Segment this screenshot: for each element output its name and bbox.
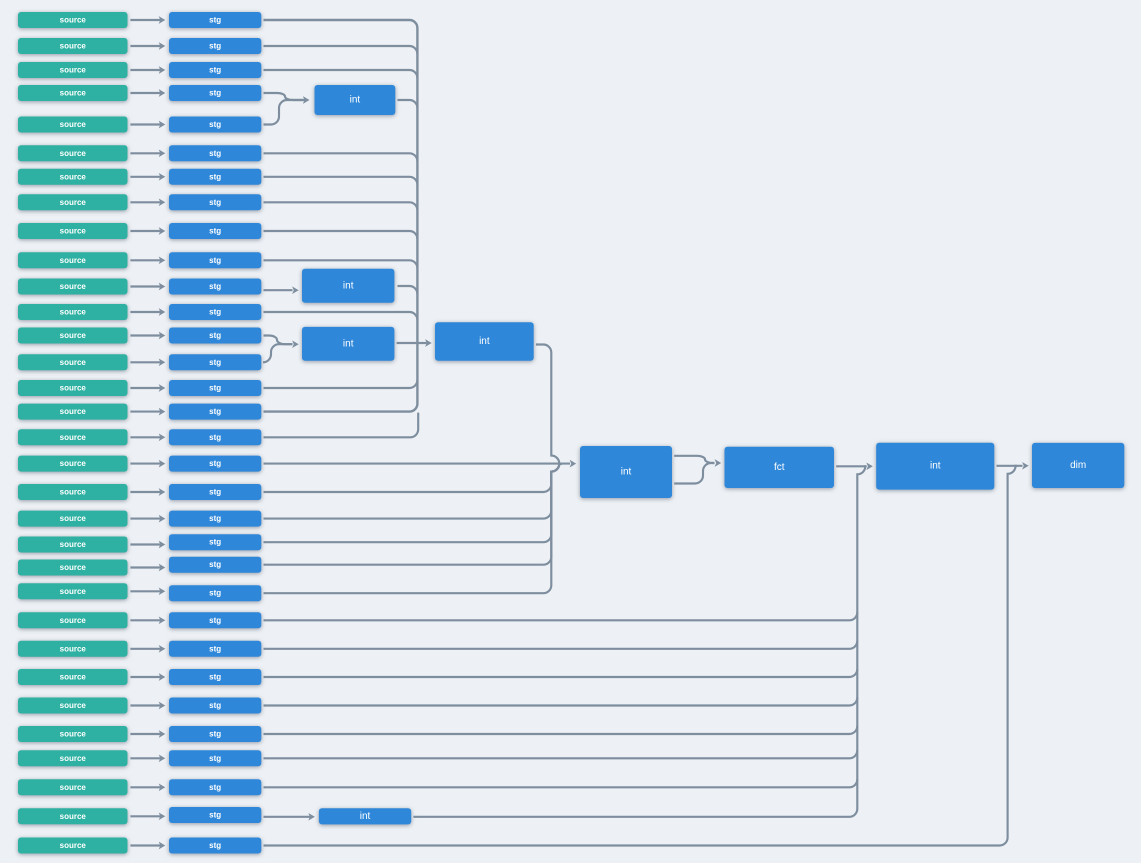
svg-text:stg: stg — [209, 282, 221, 291]
svg-text:source: source — [60, 407, 87, 416]
svg-text:stg: stg — [209, 308, 221, 317]
svg-text:source: source — [60, 563, 87, 572]
svg-text:source: source — [60, 384, 87, 393]
svg-text:stg: stg — [209, 673, 221, 682]
svg-text:source: source — [60, 754, 87, 763]
svg-text:source: source — [60, 701, 87, 710]
svg-text:int: int — [350, 95, 361, 106]
svg-text:source: source — [60, 488, 87, 497]
svg-text:source: source — [60, 42, 87, 51]
svg-text:source: source — [60, 331, 87, 340]
svg-text:stg: stg — [209, 754, 221, 763]
svg-text:stg: stg — [209, 616, 221, 625]
svg-text:source: source — [60, 540, 87, 549]
svg-text:stg: stg — [209, 16, 221, 25]
svg-text:stg: stg — [209, 783, 221, 792]
svg-text:stg: stg — [209, 256, 221, 265]
svg-text:source: source — [60, 149, 87, 158]
svg-text:stg: stg — [209, 172, 221, 181]
svg-text:stg: stg — [209, 198, 221, 207]
svg-text:stg: stg — [209, 730, 221, 739]
svg-text:source: source — [60, 89, 87, 98]
svg-text:stg: stg — [209, 644, 221, 653]
svg-text:int: int — [621, 467, 632, 478]
svg-text:source: source — [60, 587, 87, 596]
svg-text:stg: stg — [209, 384, 221, 393]
svg-text:int: int — [343, 280, 354, 291]
svg-text:stg: stg — [209, 538, 221, 547]
svg-text:source: source — [60, 227, 87, 236]
svg-text:source: source — [60, 673, 87, 682]
svg-text:source: source — [60, 358, 87, 367]
svg-text:stg: stg — [209, 331, 221, 340]
svg-text:stg: stg — [209, 66, 221, 75]
svg-text:source: source — [60, 120, 87, 129]
svg-text:source: source — [60, 66, 87, 75]
svg-text:source: source — [60, 616, 87, 625]
svg-text:source: source — [60, 433, 87, 442]
svg-text:stg: stg — [209, 459, 221, 468]
svg-text:stg: stg — [209, 407, 221, 416]
svg-text:int: int — [343, 338, 354, 349]
svg-text:stg: stg — [209, 358, 221, 367]
svg-text:stg: stg — [209, 42, 221, 51]
svg-text:source: source — [60, 841, 87, 850]
svg-text:stg: stg — [209, 488, 221, 497]
svg-text:stg: stg — [209, 589, 221, 598]
svg-text:source: source — [60, 256, 87, 265]
svg-text:stg: stg — [209, 811, 221, 820]
svg-text:source: source — [60, 282, 87, 291]
svg-text:source: source — [60, 644, 87, 653]
svg-text:stg: stg — [209, 89, 221, 98]
svg-text:source: source — [60, 308, 87, 317]
svg-text:source: source — [60, 198, 87, 207]
svg-text:int: int — [930, 461, 941, 472]
svg-text:source: source — [60, 783, 87, 792]
svg-text:dim: dim — [1070, 460, 1086, 471]
svg-text:fct: fct — [774, 462, 785, 473]
svg-text:source: source — [60, 730, 87, 739]
svg-text:int: int — [360, 811, 371, 822]
svg-text:source: source — [60, 812, 87, 821]
svg-text:stg: stg — [209, 149, 221, 158]
svg-text:stg: stg — [209, 701, 221, 710]
svg-text:stg: stg — [209, 120, 221, 129]
svg-text:source: source — [60, 172, 87, 181]
svg-text:source: source — [60, 514, 87, 523]
svg-text:stg: stg — [209, 841, 221, 850]
svg-text:stg: stg — [209, 227, 221, 236]
svg-text:source: source — [60, 459, 87, 468]
svg-text:stg: stg — [209, 433, 221, 442]
svg-text:int: int — [479, 336, 490, 347]
svg-text:stg: stg — [209, 514, 221, 523]
svg-text:stg: stg — [209, 560, 221, 569]
svg-text:source: source — [60, 16, 87, 25]
